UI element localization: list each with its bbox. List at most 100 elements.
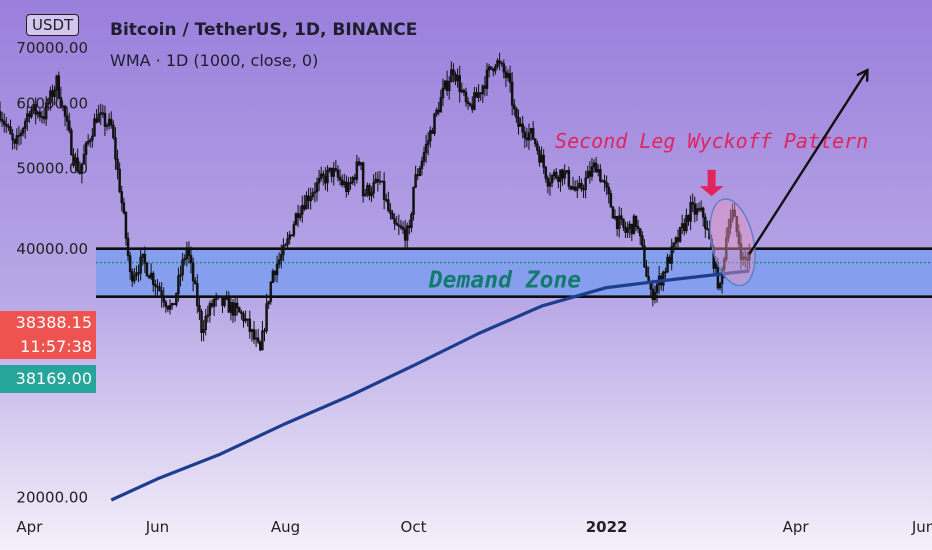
candle-body [30, 109, 33, 118]
candle-body [592, 162, 596, 168]
x-axis-tick-label: Apr [783, 518, 810, 536]
candle-body [296, 213, 300, 219]
candle-body [599, 169, 602, 182]
candle-body [231, 302, 235, 316]
candle-body [617, 215, 621, 230]
candle [84, 141, 88, 165]
candle-body [538, 149, 541, 163]
candle [542, 149, 545, 175]
candle-body [26, 113, 29, 122]
candle-body [374, 178, 377, 183]
demand-zone-label: Demand Zone [428, 268, 581, 294]
candle-body [198, 305, 201, 312]
candle-body [613, 215, 617, 219]
candle [89, 137, 92, 148]
candle [599, 164, 602, 184]
candle [80, 163, 84, 184]
candle-body [170, 303, 174, 306]
candle [393, 213, 396, 230]
candle [664, 267, 667, 279]
candle-body [479, 92, 482, 95]
candle [229, 296, 233, 321]
candle-body [609, 193, 613, 208]
candle-body [431, 130, 434, 134]
candle [412, 186, 415, 221]
candle [521, 115, 524, 139]
candle-body [156, 285, 159, 288]
candle-body [536, 143, 539, 151]
currency-badge[interactable]: USDT [26, 14, 80, 36]
candle [498, 52, 501, 71]
candle [479, 92, 482, 101]
candle [382, 172, 386, 210]
candle-body [68, 120, 71, 131]
candle-body [177, 275, 180, 294]
candle [99, 103, 103, 126]
candle [223, 296, 226, 308]
candle [552, 169, 556, 181]
candle [475, 87, 478, 98]
candle-body [55, 75, 58, 91]
candle-body [399, 225, 403, 228]
candle [191, 257, 195, 292]
candle-body [437, 109, 440, 113]
candle-body [672, 242, 676, 247]
candle-body [246, 318, 249, 321]
candle [70, 127, 73, 156]
candle-body [317, 178, 321, 184]
candle [691, 193, 694, 212]
x-axis-tick-label: Aug [271, 518, 300, 536]
candle [141, 253, 144, 266]
candle [531, 121, 535, 140]
candle [592, 159, 596, 173]
candle [292, 221, 296, 238]
candle-body [219, 295, 222, 298]
candle-body [454, 73, 457, 82]
candle [729, 209, 732, 235]
candle [424, 134, 428, 163]
candle-body [439, 97, 443, 113]
candle-body [741, 256, 745, 260]
candle [603, 174, 606, 192]
candle [655, 280, 659, 303]
candle-body [130, 271, 134, 282]
candle [496, 58, 499, 69]
candle [624, 221, 627, 238]
candle-body [603, 180, 606, 184]
y-axis-tick-label: 40000.00 [16, 240, 88, 258]
candle [32, 103, 35, 115]
candle [452, 63, 455, 83]
candle-body [729, 218, 732, 229]
candle [294, 212, 298, 226]
candle-body [624, 226, 627, 233]
candle [124, 210, 128, 246]
indicator-legend[interactable]: WMA · 1D (1000, close, 0) [110, 51, 319, 70]
candle [380, 180, 384, 183]
candle [741, 251, 745, 266]
y-axis-tick-label: 50000.00 [16, 160, 88, 178]
candle-body [494, 65, 497, 72]
candle [636, 219, 640, 234]
candle [259, 340, 262, 352]
candle [322, 170, 325, 186]
candle-body [403, 228, 407, 241]
candle [217, 295, 220, 300]
candle [105, 122, 109, 131]
candle-body [189, 255, 193, 264]
candle [7, 123, 10, 131]
candle [632, 213, 636, 235]
candle [47, 97, 50, 111]
candle [193, 277, 197, 285]
candle [254, 329, 258, 348]
candle-body [183, 258, 186, 261]
y-axis-tick-label: 70000.00 [16, 39, 88, 57]
candle [53, 85, 56, 106]
candle-body [271, 270, 275, 283]
candle [168, 299, 172, 315]
candle [181, 252, 184, 281]
candle [611, 206, 615, 219]
candle-body [584, 177, 587, 190]
candle [82, 144, 86, 165]
candle [145, 261, 149, 277]
